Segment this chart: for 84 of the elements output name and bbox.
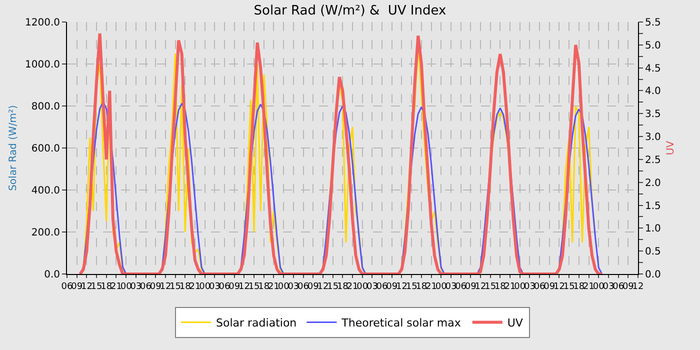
x-tick-label: 03: [366, 282, 378, 292]
x-tick-label: 15: [170, 282, 182, 292]
x-tick-label: 21: [268, 282, 280, 292]
x-tick-label: 03: [130, 282, 142, 292]
y-tick-label: 400.0: [31, 186, 60, 196]
y-axis-title: Solar Rad (W/m²): [8, 104, 19, 191]
y-tick-label: 200.0: [31, 228, 60, 238]
y2-tick-label: 0.5: [645, 246, 661, 258]
x-tick-label: 09: [71, 282, 83, 292]
x-tick-label: 03: [445, 282, 457, 292]
y-tick-label: 800.0: [31, 102, 60, 112]
x-tick-label: 21: [189, 282, 201, 292]
x-tick-label: 06: [218, 282, 231, 292]
y2-tick-label: 3.5: [645, 109, 661, 120]
x-tick-label: 12: [474, 282, 486, 292]
x-tick-label: 15: [406, 282, 418, 292]
x-tick-label: 12: [238, 282, 250, 292]
x-tick-label: 09: [307, 282, 320, 292]
x-tick-label: 00: [356, 282, 368, 292]
x-tick-label: 15: [90, 282, 102, 292]
x-tick-label: 15: [484, 282, 496, 292]
x-tick-label: 09: [386, 282, 398, 292]
x-tick-label: 09: [150, 282, 162, 292]
x-tick-label: 09: [228, 282, 240, 292]
y-tick-label: 0.0: [44, 270, 60, 280]
x-tick-label: 21: [346, 282, 358, 292]
x-tick-label: 12: [317, 282, 329, 292]
x-tick-label: 00: [199, 282, 211, 292]
x-tick-label: 03: [602, 282, 614, 292]
x-tick-label: 12: [632, 282, 644, 292]
y2-tick-label: 2.5: [645, 154, 661, 166]
x-tick-label: 12: [160, 282, 172, 292]
x-tick-label: 06: [455, 282, 467, 292]
y2-tick-label: 5.5: [645, 18, 661, 28]
chart-title: Solar Rad (W/m²) & UV Index: [254, 3, 447, 18]
y2-tick-label: 0.0: [645, 270, 661, 280]
y2-tick-label: 3.0: [645, 132, 661, 144]
x-tick-label: 09: [544, 282, 556, 292]
x-tick-label: 21: [426, 282, 437, 292]
x-tick-label: 18: [494, 282, 506, 292]
x-tick-label: 06: [61, 282, 73, 292]
x-tick-label: 06: [376, 282, 388, 292]
x-tick-label: 00: [435, 282, 448, 292]
x-tick-label: 12: [554, 282, 565, 292]
x-tick-label: 00: [120, 282, 132, 292]
y2-tick-label: 4.5: [645, 63, 661, 74]
y-tick-label: 1000.0: [25, 60, 60, 70]
x-tick-label: 18: [179, 282, 192, 292]
x-tick-label: 06: [140, 282, 152, 292]
y2-tick-label: 1.5: [645, 200, 661, 212]
x-tick-label: 06: [612, 282, 624, 292]
legend-label: Theoretical solar max: [340, 316, 462, 330]
legend-label: UV: [507, 316, 524, 330]
legend-label: Solar radiation: [216, 316, 297, 330]
y2-tick-label: 1.0: [645, 224, 661, 235]
x-tick-label: 12: [396, 282, 408, 292]
x-tick-label: 18: [416, 282, 428, 292]
x-tick-label: 00: [592, 282, 605, 292]
x-tick-label: 03: [524, 282, 536, 292]
x-tick-label: 18: [100, 282, 112, 292]
x-tick-label: 18: [336, 282, 349, 292]
y2-axis-title: UV: [665, 140, 676, 156]
x-tick-label: 09: [622, 282, 634, 292]
x-tick-label: 21: [110, 282, 122, 292]
x-tick-label: 12: [80, 282, 92, 292]
y2-tick-label: 5.0: [645, 40, 661, 52]
x-tick-label: 15: [563, 282, 575, 292]
x-tick-label: 06: [298, 282, 310, 292]
y-tick-label: 1200.0: [25, 18, 60, 28]
x-tick-label: 18: [573, 282, 585, 292]
x-tick-label: 18: [258, 282, 270, 292]
x-tick-label: 03: [288, 282, 300, 292]
y2-tick-label: 4.0: [645, 86, 661, 98]
x-tick-label: 21: [504, 282, 516, 292]
x-tick-label: 00: [514, 282, 526, 292]
x-tick-label: 15: [248, 282, 260, 292]
y-tick-label: 600.0: [31, 144, 60, 154]
x-tick-label: 09: [464, 282, 477, 292]
x-tick-label: 21: [583, 282, 595, 292]
y2-tick-label: 2.0: [645, 178, 661, 189]
x-tick-label: 00: [278, 282, 290, 292]
x-tick-label: 06: [534, 282, 546, 292]
x-tick-label: 15: [327, 282, 339, 292]
x-tick-label: 03: [208, 282, 220, 292]
